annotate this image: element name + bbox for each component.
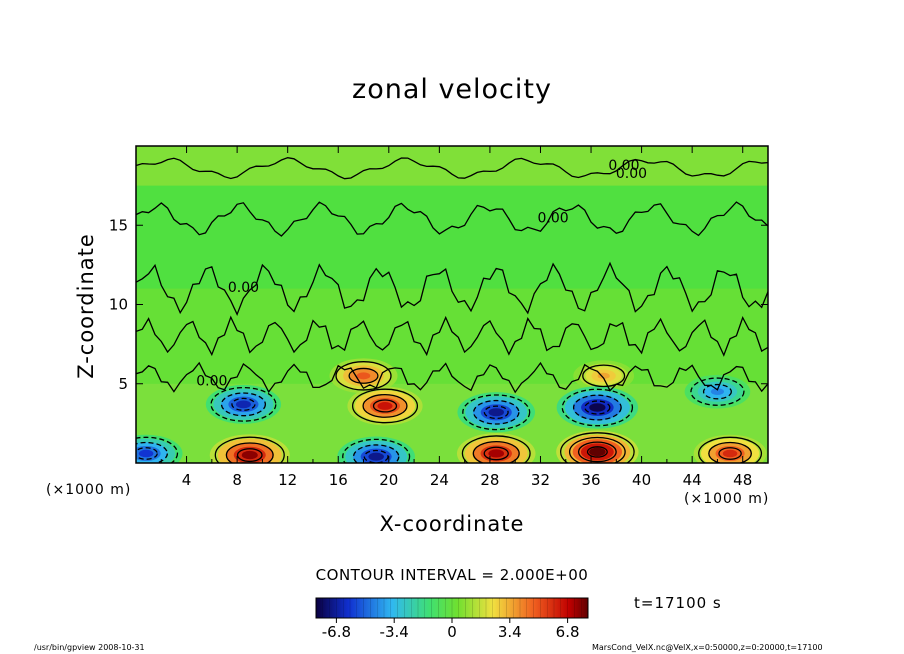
- contour-label: 0.00: [228, 280, 259, 296]
- x-tick-label: 48: [733, 471, 752, 489]
- contour-line: [586, 446, 608, 458]
- negative-velocity-eddy: [337, 436, 415, 463]
- contour-line: [582, 364, 626, 388]
- contour-line: [236, 448, 263, 463]
- x-tick-label: 20: [379, 471, 398, 489]
- contour-line: [363, 449, 389, 463]
- colorbar-tick-label: 3.4: [498, 623, 522, 641]
- y-tick-label: 15: [109, 216, 128, 234]
- x-axis-label: X-coordinate: [379, 512, 525, 536]
- field-band: [136, 146, 768, 186]
- y-axis-label: Z-coordinate: [74, 233, 98, 379]
- y-tick-label: 5: [118, 375, 128, 393]
- x-tick-label: 36: [581, 471, 600, 489]
- eddy-fill-level: [368, 452, 384, 461]
- contour-line: [136, 441, 168, 463]
- x-tick-label: 12: [278, 471, 297, 489]
- x-axis-unit-right: (×1000 m): [684, 491, 770, 507]
- negative-velocity-eddy: [457, 392, 536, 433]
- x-tick-label: 32: [531, 471, 550, 489]
- contour-line: [561, 388, 634, 427]
- negative-velocity-eddy: [684, 374, 751, 409]
- contour-line: [342, 438, 411, 463]
- contour-line: [718, 447, 742, 460]
- chart-title: zonal velocity: [352, 74, 552, 105]
- x-tick-label: 8: [232, 471, 242, 489]
- x-tick-label: 4: [182, 471, 192, 489]
- contour-line: [572, 394, 622, 421]
- eddy-fill-level: [488, 408, 504, 417]
- contour-interval-label: CONTOUR INTERVAL = 2.000E+00: [315, 566, 589, 584]
- footer-program-date: /usr/bin/gpview 2008-10-31: [34, 643, 145, 652]
- contour-line: [231, 397, 256, 411]
- contour-line: [577, 441, 617, 463]
- eddy-fill-level: [377, 402, 393, 410]
- contour-line: [214, 436, 285, 463]
- zero-contour-line: [136, 361, 768, 394]
- zero-contour-line: [136, 261, 768, 316]
- contour-line: [690, 377, 745, 406]
- positive-velocity-eddy: [347, 386, 423, 426]
- x-tick-label: 24: [430, 471, 449, 489]
- x-tick-label: 44: [683, 471, 702, 489]
- x-axis-unit-left: (×1000 m): [46, 482, 132, 498]
- colorbar-tick-label: 0: [447, 623, 457, 641]
- eddy-fill-level: [589, 447, 606, 457]
- contour-line: [483, 405, 509, 420]
- contour-line: [225, 442, 274, 463]
- negative-velocity-eddy: [556, 386, 639, 429]
- zero-contour-line: [136, 157, 768, 180]
- contour-line: [335, 361, 392, 391]
- eddy-fill-level: [356, 372, 371, 380]
- x-tick-label: 28: [480, 471, 499, 489]
- x-tick-label: 16: [329, 471, 348, 489]
- x-tick-label: 40: [632, 471, 651, 489]
- negative-velocity-eddy: [136, 434, 183, 463]
- zero-contour-line: [136, 315, 768, 357]
- contour-line: [348, 367, 379, 384]
- contour-line: [462, 394, 531, 431]
- field-band: [136, 288, 768, 384]
- colorbar-tick-label: -3.4: [380, 623, 409, 641]
- positive-velocity-eddy: [209, 434, 290, 463]
- eddy-fill-level: [241, 450, 258, 460]
- eddy-fill-level: [589, 403, 606, 412]
- eddy-fill-level: [235, 400, 251, 409]
- contour-line: [483, 446, 509, 461]
- contour-label: 0.00: [616, 166, 647, 182]
- eddy-fill-level: [710, 388, 724, 396]
- contour-line: [472, 440, 520, 463]
- contour-label: 0.00: [608, 158, 639, 174]
- contour-line: [584, 400, 611, 415]
- colorbar: -6.8 -3.4 0 3.4 6.8: [315, 597, 589, 641]
- eddy-fill-level: [138, 449, 154, 458]
- eddy-fill-level: [722, 449, 738, 458]
- contour-line: [362, 393, 408, 418]
- positive-velocity-eddy: [693, 434, 767, 463]
- contour-line: [472, 399, 520, 425]
- contour-line: [220, 392, 267, 417]
- contour-line: [461, 435, 531, 463]
- contour-line: [351, 388, 419, 424]
- contour-label: 0.00: [538, 210, 569, 226]
- contour-line: [568, 436, 626, 463]
- contour-line: [698, 436, 763, 463]
- zero-contour-line: [136, 201, 768, 237]
- contour-line: [559, 432, 635, 463]
- footer-source: MarsCond_VelX.nc@VelX,x=0:50000,z=0:2000…: [592, 643, 823, 652]
- contour-line: [136, 436, 179, 463]
- contour-line: [708, 441, 752, 463]
- eddy-fill-level: [488, 449, 505, 458]
- colorbar-tick-label: -6.8: [322, 623, 351, 641]
- contour-line: [702, 383, 732, 400]
- contour-line: [352, 444, 400, 463]
- contour-line: [372, 399, 398, 413]
- y-tick-label: 10: [109, 296, 128, 314]
- contour-line: [136, 447, 158, 460]
- contour-label: 0.00: [196, 374, 227, 390]
- colorbar-tick-label: 6.8: [556, 623, 580, 641]
- positive-velocity-eddy: [456, 433, 536, 463]
- time-label: t=17100 s: [634, 594, 722, 612]
